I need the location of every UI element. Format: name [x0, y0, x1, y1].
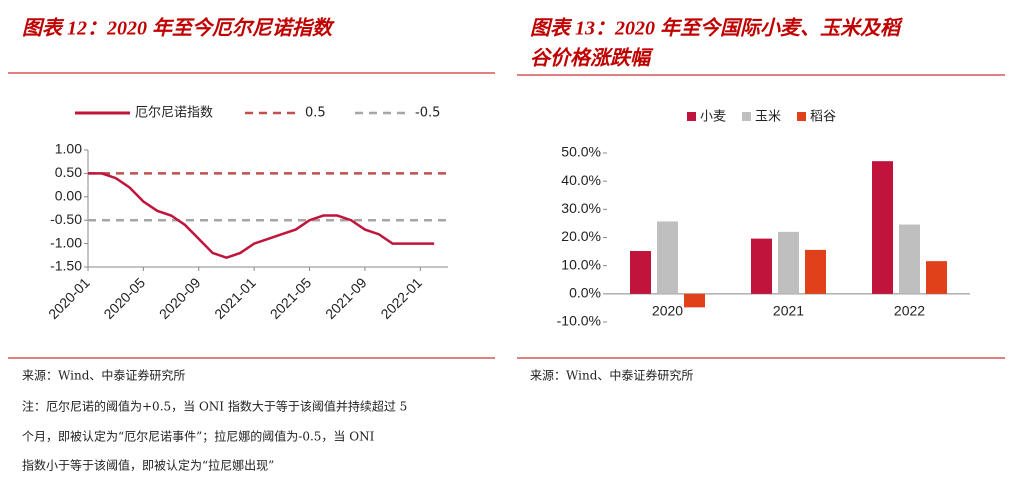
legend-swatch	[742, 112, 751, 121]
x-tick-label: 2022	[894, 303, 925, 319]
y-tick-label: 20.0%	[561, 228, 601, 244]
y-tick-label: -0.50	[50, 211, 82, 227]
source: 来源：Wind、中泰证券研究所	[22, 368, 185, 383]
y-tick-label: 0.0%	[569, 285, 601, 301]
legend-label: 0.5	[305, 106, 326, 121]
legend-label: -0.5	[415, 106, 440, 121]
bar	[630, 251, 651, 294]
x-tick-label: 2021-09	[322, 274, 370, 322]
y-tick-label: 0.00	[55, 188, 82, 204]
x-tick-label: 2020	[652, 303, 683, 319]
line	[88, 172, 435, 259]
y-tick-label: -1.50	[50, 258, 82, 274]
bar	[872, 161, 893, 294]
note: 个月，即被认定为“厄尔尼诺事件”；拉尼娜的阈值为-0.5，当 ONI	[22, 429, 375, 444]
note: 指数小于等于该阈值，即被认定为“拉尼娜出现”	[22, 458, 274, 473]
chart-title: 图表 12：2020 年至今厄尔尼诺指数	[22, 17, 335, 40]
note: 注：厄尔尼诺的阈值为+0.5，当 ONI 指数大于等于该阈值并持续超过 5	[22, 399, 407, 414]
x-tick-label: 2021-01	[211, 274, 259, 322]
y-tick-label: 10.0%	[561, 256, 601, 272]
legend-label: 厄尔尼诺指数	[135, 106, 213, 121]
legend-label: 稻谷	[810, 110, 836, 125]
source: 来源：Wind、中泰证券研究所	[530, 368, 693, 383]
x-tick-label: 2022-01	[377, 274, 425, 322]
bar	[778, 231, 799, 294]
x-tick-label: 2021	[773, 303, 804, 319]
y-tick-label: -10.0%	[557, 313, 601, 329]
chart-title: 谷价格涨跌幅	[530, 47, 654, 70]
y-tick-label: 40.0%	[561, 172, 601, 188]
legend-swatch	[687, 112, 696, 121]
bar	[805, 249, 826, 294]
x-tick-label: 2021-05	[267, 274, 315, 322]
y-tick-label: 50.0%	[561, 144, 601, 160]
x-tick-label: 2020-01	[45, 274, 93, 322]
legend-label: 玉米	[755, 110, 781, 125]
chart-title: 图表 13：2020 年至今国际小麦、玉米及稻	[530, 17, 904, 40]
y-tick-label: 1.00	[55, 141, 82, 157]
legend-label: 小麦	[700, 110, 726, 125]
x-tick-label: 2020-05	[100, 274, 148, 322]
legend-swatch	[797, 112, 806, 121]
y-tick-label: -1.00	[50, 234, 82, 250]
bar	[899, 224, 920, 294]
bar	[926, 261, 947, 294]
y-tick-label: 30.0%	[561, 200, 601, 216]
x-tick-label: 2020-09	[156, 274, 204, 322]
bar	[684, 293, 705, 308]
bar	[751, 238, 772, 294]
y-tick-label: 0.50	[55, 164, 82, 180]
bar	[657, 221, 678, 294]
